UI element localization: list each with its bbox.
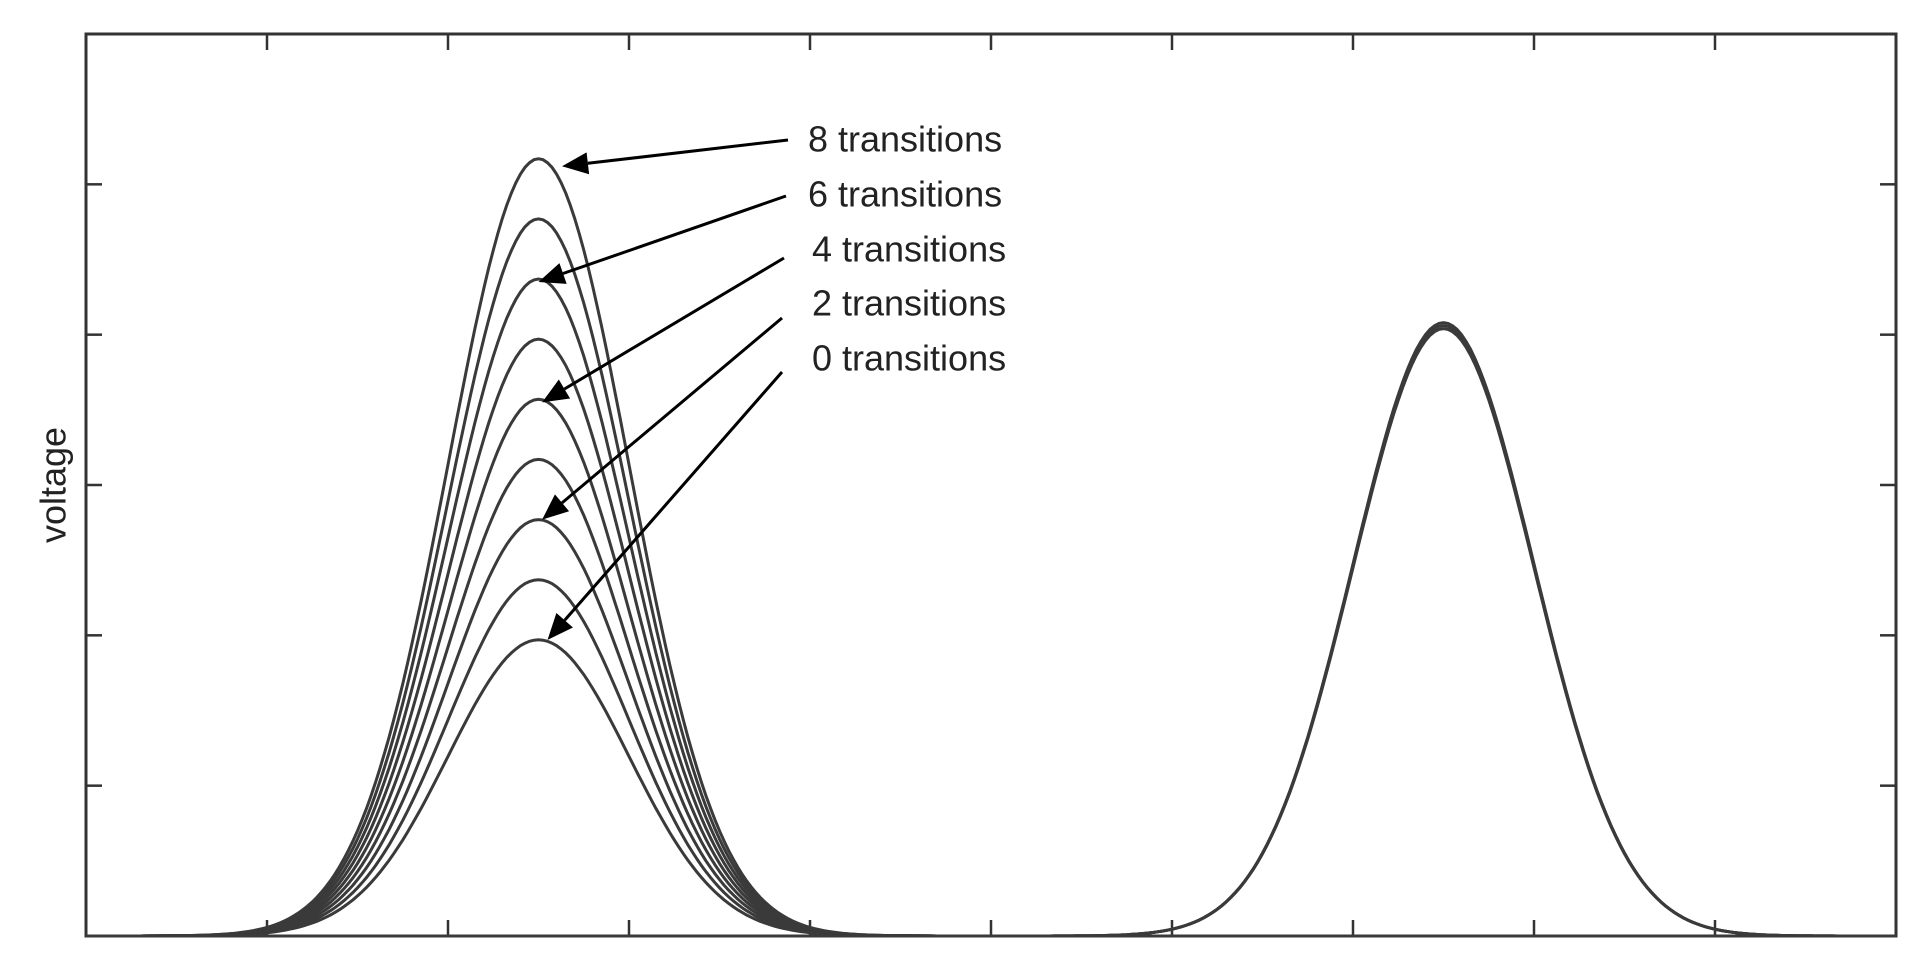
annotation-arrow-4 bbox=[563, 371, 784, 622]
annotation-arrow-3 bbox=[561, 316, 783, 504]
series-line-0 bbox=[86, 638, 1896, 938]
y-axis-label: voltage bbox=[33, 427, 74, 543]
annotation-label-2: 4 transitions bbox=[812, 229, 1006, 270]
annotation-arrow-0 bbox=[587, 138, 789, 165]
annotation-arrows: 8 transitions 6 transitions 4 transitions 2… bbox=[538, 119, 1006, 640]
series-line-1 bbox=[86, 578, 1896, 938]
annotation-label-1: 6 transitions bbox=[808, 174, 1002, 215]
plot-frame bbox=[84, 32, 1898, 938]
annotation-arrowhead-1 bbox=[538, 263, 567, 284]
annotation-arrowhead-4 bbox=[547, 613, 573, 640]
annotation-arrowhead-2 bbox=[542, 379, 571, 403]
annotation-arrowhead-0 bbox=[562, 152, 590, 175]
series-curves bbox=[86, 157, 1896, 938]
series-line-11 bbox=[86, 327, 1896, 938]
annotation-label-0: 8 transitions bbox=[808, 119, 1002, 160]
annotation-arrow-1 bbox=[562, 194, 787, 275]
annotation-arrowhead-3 bbox=[542, 494, 570, 520]
axis-ticks bbox=[86, 34, 1896, 936]
annotation-label-4: 0 transitions bbox=[812, 338, 1006, 379]
annotation-label-3: 2 transitions bbox=[812, 283, 1006, 324]
series-line-8 bbox=[86, 157, 1896, 938]
annotation-arrow-2 bbox=[563, 256, 785, 391]
